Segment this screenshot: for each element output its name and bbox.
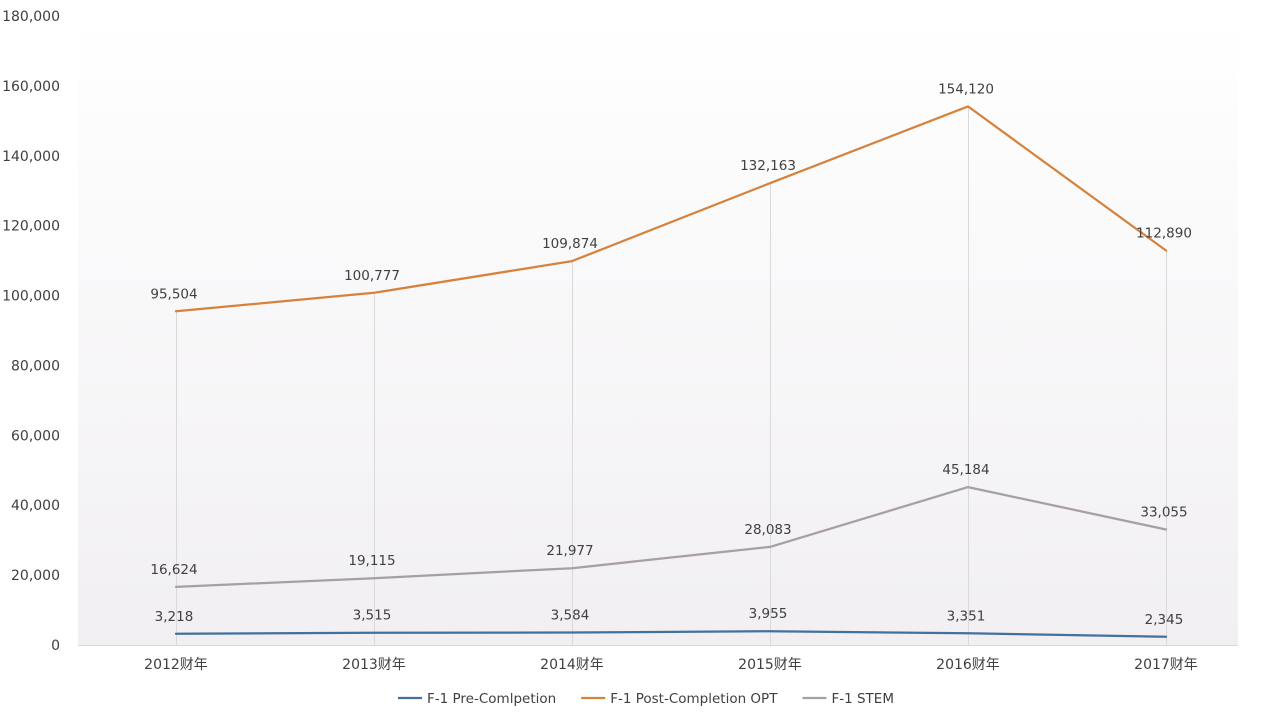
x-tick-label: 2017财年 [1134,657,1198,673]
y-tick-label: 120,000 [2,219,60,235]
y-tick-label: 0 [51,638,60,654]
data-label: 45,184 [942,462,989,478]
y-tick-label: 40,000 [11,498,60,514]
data-label: 16,624 [150,562,197,578]
y-tick-label: 160,000 [2,79,60,95]
data-label: 28,083 [744,522,791,538]
y-tick-label: 60,000 [11,428,60,444]
y-tick-label: 80,000 [11,358,60,374]
data-label: 33,055 [1140,504,1187,520]
x-tick-label: 2012财年 [144,657,208,673]
data-label: 100,777 [344,268,400,284]
data-label: 2,345 [1145,612,1184,628]
data-label: 154,120 [938,81,994,97]
x-tick-label: 2015财年 [738,657,802,673]
y-tick-label: 100,000 [2,289,60,305]
data-label: 95,504 [150,286,197,302]
data-label: 3,955 [749,606,788,622]
legend-label: F-1 STEM [831,691,894,707]
data-label: 3,515 [353,608,392,624]
plot-background [78,16,1238,645]
data-label: 19,115 [348,553,395,569]
data-label: 132,163 [740,158,796,174]
y-tick-label: 20,000 [11,568,60,584]
legend-label: F-1 Pre-Comlpetion [427,691,556,707]
data-label: 3,351 [947,608,986,624]
x-tick-label: 2016财年 [936,657,1000,673]
x-tick-label: 2014财年 [540,657,604,673]
data-labels: 3,218 3,515 3,584 3,955 3,351 2,345 95,504 100,… [150,81,1192,627]
legend-label: F-1 Post-Completion OPT [610,691,778,707]
data-label: 3,584 [551,607,590,623]
data-label: 109,874 [542,236,598,252]
legend: F-1 Pre-Comlpetion F-1 Post-Completion OP… [398,691,894,707]
y-tick-label: 180,000 [2,9,60,25]
series-lines [174,105,1168,638]
data-label: 3,218 [155,609,194,625]
axes: 0 20,000 40,000 60,000 80,000 100,000 120,000 1… [2,9,1238,673]
series-line [174,485,1168,589]
series-line [174,630,1168,638]
drop-lines [176,106,1167,645]
data-label: 112,890 [1136,226,1192,242]
data-label: 21,977 [546,543,593,559]
x-tick-label: 2013财年 [342,657,406,673]
y-tick-label: 140,000 [2,149,60,165]
series-line [174,105,1168,313]
